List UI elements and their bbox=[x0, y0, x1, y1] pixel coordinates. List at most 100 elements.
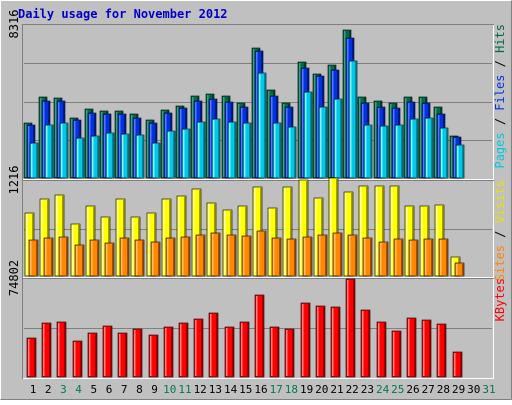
bar-kbytes-day-3 bbox=[56, 321, 67, 378]
bar-pages-day-2 bbox=[44, 124, 54, 179]
bar-kbytes-day-17 bbox=[269, 326, 280, 378]
panel-visits-sites: 1216 Sites / Visits bbox=[7, 166, 507, 282]
bar-kbytes-day-10 bbox=[163, 326, 174, 378]
bar-kbytes-day-5 bbox=[87, 332, 98, 378]
bar-sites-day-26 bbox=[408, 239, 419, 277]
day-label-5: 5 bbox=[90, 383, 97, 396]
bar-sites-day-21 bbox=[332, 232, 343, 277]
day-label-17: 17 bbox=[270, 383, 283, 396]
bar-pages-day-10 bbox=[166, 130, 176, 179]
bar-pages-day-22 bbox=[348, 60, 358, 179]
bar-sites-day-11 bbox=[180, 236, 191, 277]
bar-pages-day-13 bbox=[211, 118, 221, 179]
day-label-11: 11 bbox=[178, 383, 191, 396]
day-label-29: 29 bbox=[452, 383, 465, 396]
day-label-3: 3 bbox=[60, 383, 67, 396]
bar-kbytes-day-16 bbox=[254, 294, 265, 378]
bar-pages-day-17 bbox=[272, 122, 282, 179]
bar-kbytes-day-19 bbox=[300, 302, 311, 378]
ylabel-hits-files-pages: Pages / Files / Hits bbox=[493, 24, 507, 169]
bar-sites-day-15 bbox=[241, 235, 252, 277]
bar-sites-day-1 bbox=[28, 239, 39, 277]
bar-kbytes-day-6 bbox=[102, 325, 113, 378]
day-label-15: 15 bbox=[239, 383, 252, 396]
bar-sites-day-23 bbox=[362, 237, 373, 277]
bar-kbytes-day-7 bbox=[117, 332, 128, 378]
bar-kbytes-day-26 bbox=[406, 317, 417, 378]
day-label-26: 26 bbox=[406, 383, 419, 396]
bar-pages-day-5 bbox=[90, 135, 100, 179]
x-axis-day-labels: 1 2 3 4 5 6 7 8 9 10 11 12 13 14 15 16 17 18 19 20 21 22 23 24 2… bbox=[30, 383, 496, 396]
bar-pages-day-18 bbox=[287, 126, 297, 179]
ymax-label-kbytes: 74802 bbox=[7, 260, 21, 296]
bar-kbytes-day-14 bbox=[224, 326, 235, 378]
bar-pages-day-25 bbox=[394, 124, 404, 179]
bar-sites-day-10 bbox=[165, 237, 176, 277]
bar-sites-day-14 bbox=[226, 234, 237, 277]
day-label-12: 12 bbox=[194, 383, 207, 396]
bar-sites-day-9 bbox=[150, 241, 161, 277]
bar-sites-day-4 bbox=[74, 244, 85, 277]
day-label-16: 16 bbox=[254, 383, 267, 396]
bar-kbytes-day-23 bbox=[360, 309, 371, 378]
bar-pages-day-11 bbox=[181, 128, 191, 179]
day-label-9: 9 bbox=[151, 383, 158, 396]
bar-pages-day-16 bbox=[257, 72, 267, 179]
bar-kbytes-day-4 bbox=[72, 340, 83, 378]
day-label-10: 10 bbox=[163, 383, 176, 396]
bar-kbytes-day-18 bbox=[284, 328, 295, 378]
bar-pages-day-9 bbox=[151, 142, 161, 179]
day-label-20: 20 bbox=[315, 383, 328, 396]
day-label-2: 2 bbox=[45, 383, 52, 396]
bar-pages-day-23 bbox=[363, 124, 373, 179]
bar-sites-day-8 bbox=[134, 239, 145, 277]
bar-pages-day-3 bbox=[59, 122, 69, 179]
day-label-24: 24 bbox=[376, 383, 390, 396]
day-label-27: 27 bbox=[422, 383, 435, 396]
bars-hits-files-pages bbox=[23, 29, 465, 179]
bar-sites-day-29 bbox=[454, 262, 465, 277]
bar-sites-day-20 bbox=[317, 234, 328, 277]
day-label-7: 7 bbox=[121, 383, 128, 396]
bar-sites-day-2 bbox=[43, 237, 54, 277]
bar-kbytes-day-8 bbox=[132, 328, 143, 378]
day-label-22: 22 bbox=[346, 383, 359, 396]
bar-pages-day-27 bbox=[424, 117, 434, 179]
bar-kbytes-day-28 bbox=[436, 323, 447, 378]
day-label-19: 19 bbox=[300, 383, 313, 396]
bar-kbytes-day-9 bbox=[148, 334, 159, 378]
bar-sites-day-22 bbox=[347, 234, 358, 277]
bar-kbytes-day-27 bbox=[421, 319, 432, 378]
day-label-25: 25 bbox=[391, 383, 404, 396]
bar-kbytes-day-21 bbox=[330, 306, 341, 378]
panel-hits-files-pages: 8316 Pages / Files / Hits bbox=[7, 10, 507, 180]
bar-pages-day-6 bbox=[105, 132, 115, 179]
bar-pages-day-29 bbox=[455, 144, 465, 179]
bar-kbytes-day-12 bbox=[193, 318, 204, 378]
bar-pages-day-26 bbox=[409, 118, 419, 179]
bar-pages-day-4 bbox=[75, 137, 85, 179]
bar-kbytes-day-24 bbox=[376, 321, 387, 378]
bar-sites-day-28 bbox=[438, 238, 449, 277]
bar-pages-day-21 bbox=[333, 98, 343, 179]
bar-pages-day-1 bbox=[29, 142, 39, 179]
day-label-30: 30 bbox=[467, 383, 480, 396]
day-label-18: 18 bbox=[285, 383, 298, 396]
bar-sites-day-3 bbox=[58, 236, 69, 277]
day-label-28: 28 bbox=[437, 383, 450, 396]
bar-sites-day-6 bbox=[104, 242, 115, 277]
bar-pages-day-28 bbox=[439, 127, 449, 179]
bar-kbytes-day-20 bbox=[315, 305, 326, 378]
bar-pages-day-8 bbox=[135, 134, 145, 179]
bar-kbytes-day-2 bbox=[41, 322, 52, 378]
ylabel-visits-sites: Sites / Visits bbox=[493, 180, 507, 281]
bar-kbytes-day-13 bbox=[208, 312, 219, 378]
day-label-21: 21 bbox=[330, 383, 343, 396]
bar-sites-day-16 bbox=[256, 230, 267, 277]
ymax-label-visits: 1216 bbox=[7, 166, 21, 195]
day-label-31: 31 bbox=[482, 383, 495, 396]
ylabel-kbytes: KBytes bbox=[493, 278, 507, 321]
day-label-23: 23 bbox=[361, 383, 374, 396]
